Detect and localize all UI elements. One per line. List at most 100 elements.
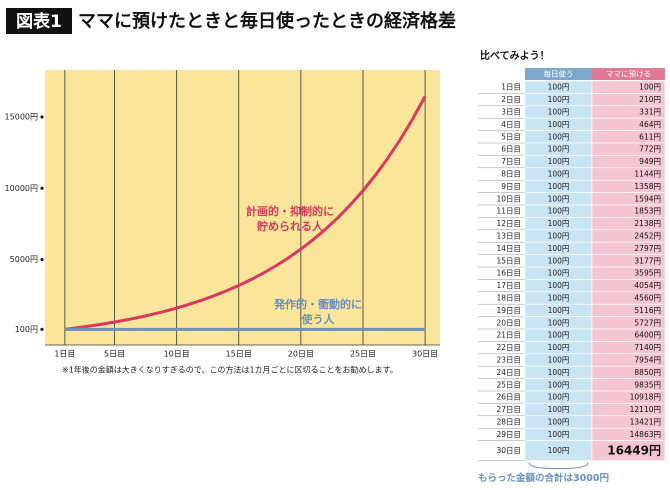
cell: 100円 bbox=[548, 108, 570, 117]
cell: 1358円 bbox=[634, 182, 661, 191]
y-tick bbox=[40, 115, 44, 119]
cell: 9日目 bbox=[501, 182, 521, 191]
x-tick-label: 1日目 bbox=[54, 350, 75, 359]
cell: 11日目 bbox=[496, 207, 521, 216]
cell: 8日目 bbox=[501, 170, 521, 179]
cell: 100円 bbox=[548, 393, 570, 402]
cell: 1594円 bbox=[634, 194, 661, 203]
cell: 9835円 bbox=[634, 380, 661, 389]
cell: 7954円 bbox=[634, 356, 661, 365]
cell: 17日目 bbox=[496, 281, 521, 290]
cell: 1853円 bbox=[634, 207, 661, 216]
cell: 100円 bbox=[548, 331, 570, 340]
cell: 2日目 bbox=[501, 95, 521, 104]
plot-bg bbox=[45, 70, 440, 345]
cell: 12日目 bbox=[496, 219, 521, 228]
cell: 331円 bbox=[639, 108, 661, 117]
cell: 16449円 bbox=[607, 444, 661, 458]
cell: 100円 bbox=[548, 244, 570, 253]
cell: 210円 bbox=[639, 95, 661, 104]
cell: 13421円 bbox=[630, 418, 661, 427]
cell: 100円 bbox=[548, 207, 570, 216]
cell: 464円 bbox=[639, 120, 661, 129]
y-tick-label: 5000円 bbox=[10, 255, 38, 264]
cell: 5日目 bbox=[501, 132, 521, 141]
cell: 100円 bbox=[548, 95, 570, 104]
cell: 15日目 bbox=[496, 256, 521, 265]
y-tick bbox=[40, 257, 44, 262]
cell: 100円 bbox=[548, 219, 570, 228]
cell: 6日目 bbox=[501, 145, 521, 154]
cell: 25日目 bbox=[496, 380, 521, 389]
cell: 100円 bbox=[548, 170, 570, 179]
col-header: 毎日使う bbox=[544, 69, 574, 79]
cell: 100円 bbox=[548, 380, 570, 389]
cell: 772円 bbox=[639, 145, 661, 154]
x-tick-label: 30日目 bbox=[412, 350, 438, 359]
y-tick-label: 15000円 bbox=[5, 113, 38, 122]
cell: 100円 bbox=[548, 356, 570, 365]
col-header-bg bbox=[592, 68, 665, 80]
line bbox=[64, 95, 427, 331]
cell: 100円 bbox=[548, 318, 570, 327]
cell: 3177円 bbox=[634, 256, 661, 265]
x-tick-label: 10日目 bbox=[164, 350, 190, 359]
series-label: 貯められる人 bbox=[257, 219, 324, 233]
series-label: 計画的・抑制的に bbox=[246, 204, 334, 218]
cell: 100円 bbox=[548, 157, 570, 166]
cell: 4日目 bbox=[501, 120, 521, 129]
title: ママに預けたときと毎日使ったときの経済格差 bbox=[78, 10, 456, 32]
cell: 5116円 bbox=[634, 306, 661, 315]
cell: 7140円 bbox=[634, 343, 661, 352]
cell: 100円 bbox=[639, 83, 661, 92]
cell-bg bbox=[591, 440, 666, 461]
table-title: 比べてみよう！ bbox=[480, 49, 550, 62]
cell: 100円 bbox=[548, 306, 570, 315]
y-tick bbox=[40, 186, 44, 190]
cell: 30日目 bbox=[496, 446, 521, 455]
badge-bg bbox=[6, 8, 72, 34]
cell: 26日目 bbox=[496, 393, 521, 402]
cell: 23日目 bbox=[496, 356, 521, 365]
cell: 2797円 bbox=[634, 244, 661, 253]
cell: 100円 bbox=[548, 145, 570, 154]
cell: 100円 bbox=[548, 281, 570, 290]
cell: 16日目 bbox=[496, 269, 521, 278]
cell: 4054円 bbox=[634, 281, 661, 290]
cell: 100円 bbox=[548, 232, 570, 241]
cell: 100円 bbox=[548, 418, 570, 427]
cell: 100円 bbox=[548, 194, 570, 203]
cell: 4560円 bbox=[634, 294, 661, 303]
cell: 20日目 bbox=[496, 318, 521, 327]
cell: 100円 bbox=[548, 368, 570, 377]
cell: 100円 bbox=[548, 343, 570, 352]
x-tick-label: 15日目 bbox=[226, 350, 252, 359]
cell: 100円 bbox=[548, 83, 570, 92]
series-label: 使う人 bbox=[301, 312, 336, 326]
cell: 100円 bbox=[548, 294, 570, 303]
cell: 12110円 bbox=[630, 405, 661, 414]
cell: 27日目 bbox=[496, 405, 521, 414]
cell: 100円 bbox=[548, 132, 570, 141]
col-header-bg bbox=[525, 68, 592, 80]
cell: 10日目 bbox=[496, 194, 521, 203]
cell: 100円 bbox=[548, 120, 570, 129]
cell: 28日目 bbox=[496, 418, 521, 427]
cell: 100円 bbox=[548, 430, 570, 439]
cell: 10918円 bbox=[630, 393, 661, 402]
cell: 5727円 bbox=[634, 318, 661, 327]
cell: 100円 bbox=[548, 446, 570, 455]
y-tick-label: 100円 bbox=[15, 325, 38, 334]
cell: 8850円 bbox=[634, 368, 661, 377]
cell: 100円 bbox=[548, 405, 570, 414]
cell: 7日目 bbox=[501, 157, 521, 166]
cell: 6400円 bbox=[634, 331, 661, 340]
cell: 1日目 bbox=[501, 83, 521, 92]
brace bbox=[528, 462, 589, 470]
x-tick-label: 20日目 bbox=[288, 350, 314, 359]
cell: 19日目 bbox=[496, 306, 521, 315]
cell: 3日目 bbox=[501, 108, 521, 117]
cell: 14日目 bbox=[496, 244, 521, 253]
cell: 3595円 bbox=[634, 269, 661, 278]
